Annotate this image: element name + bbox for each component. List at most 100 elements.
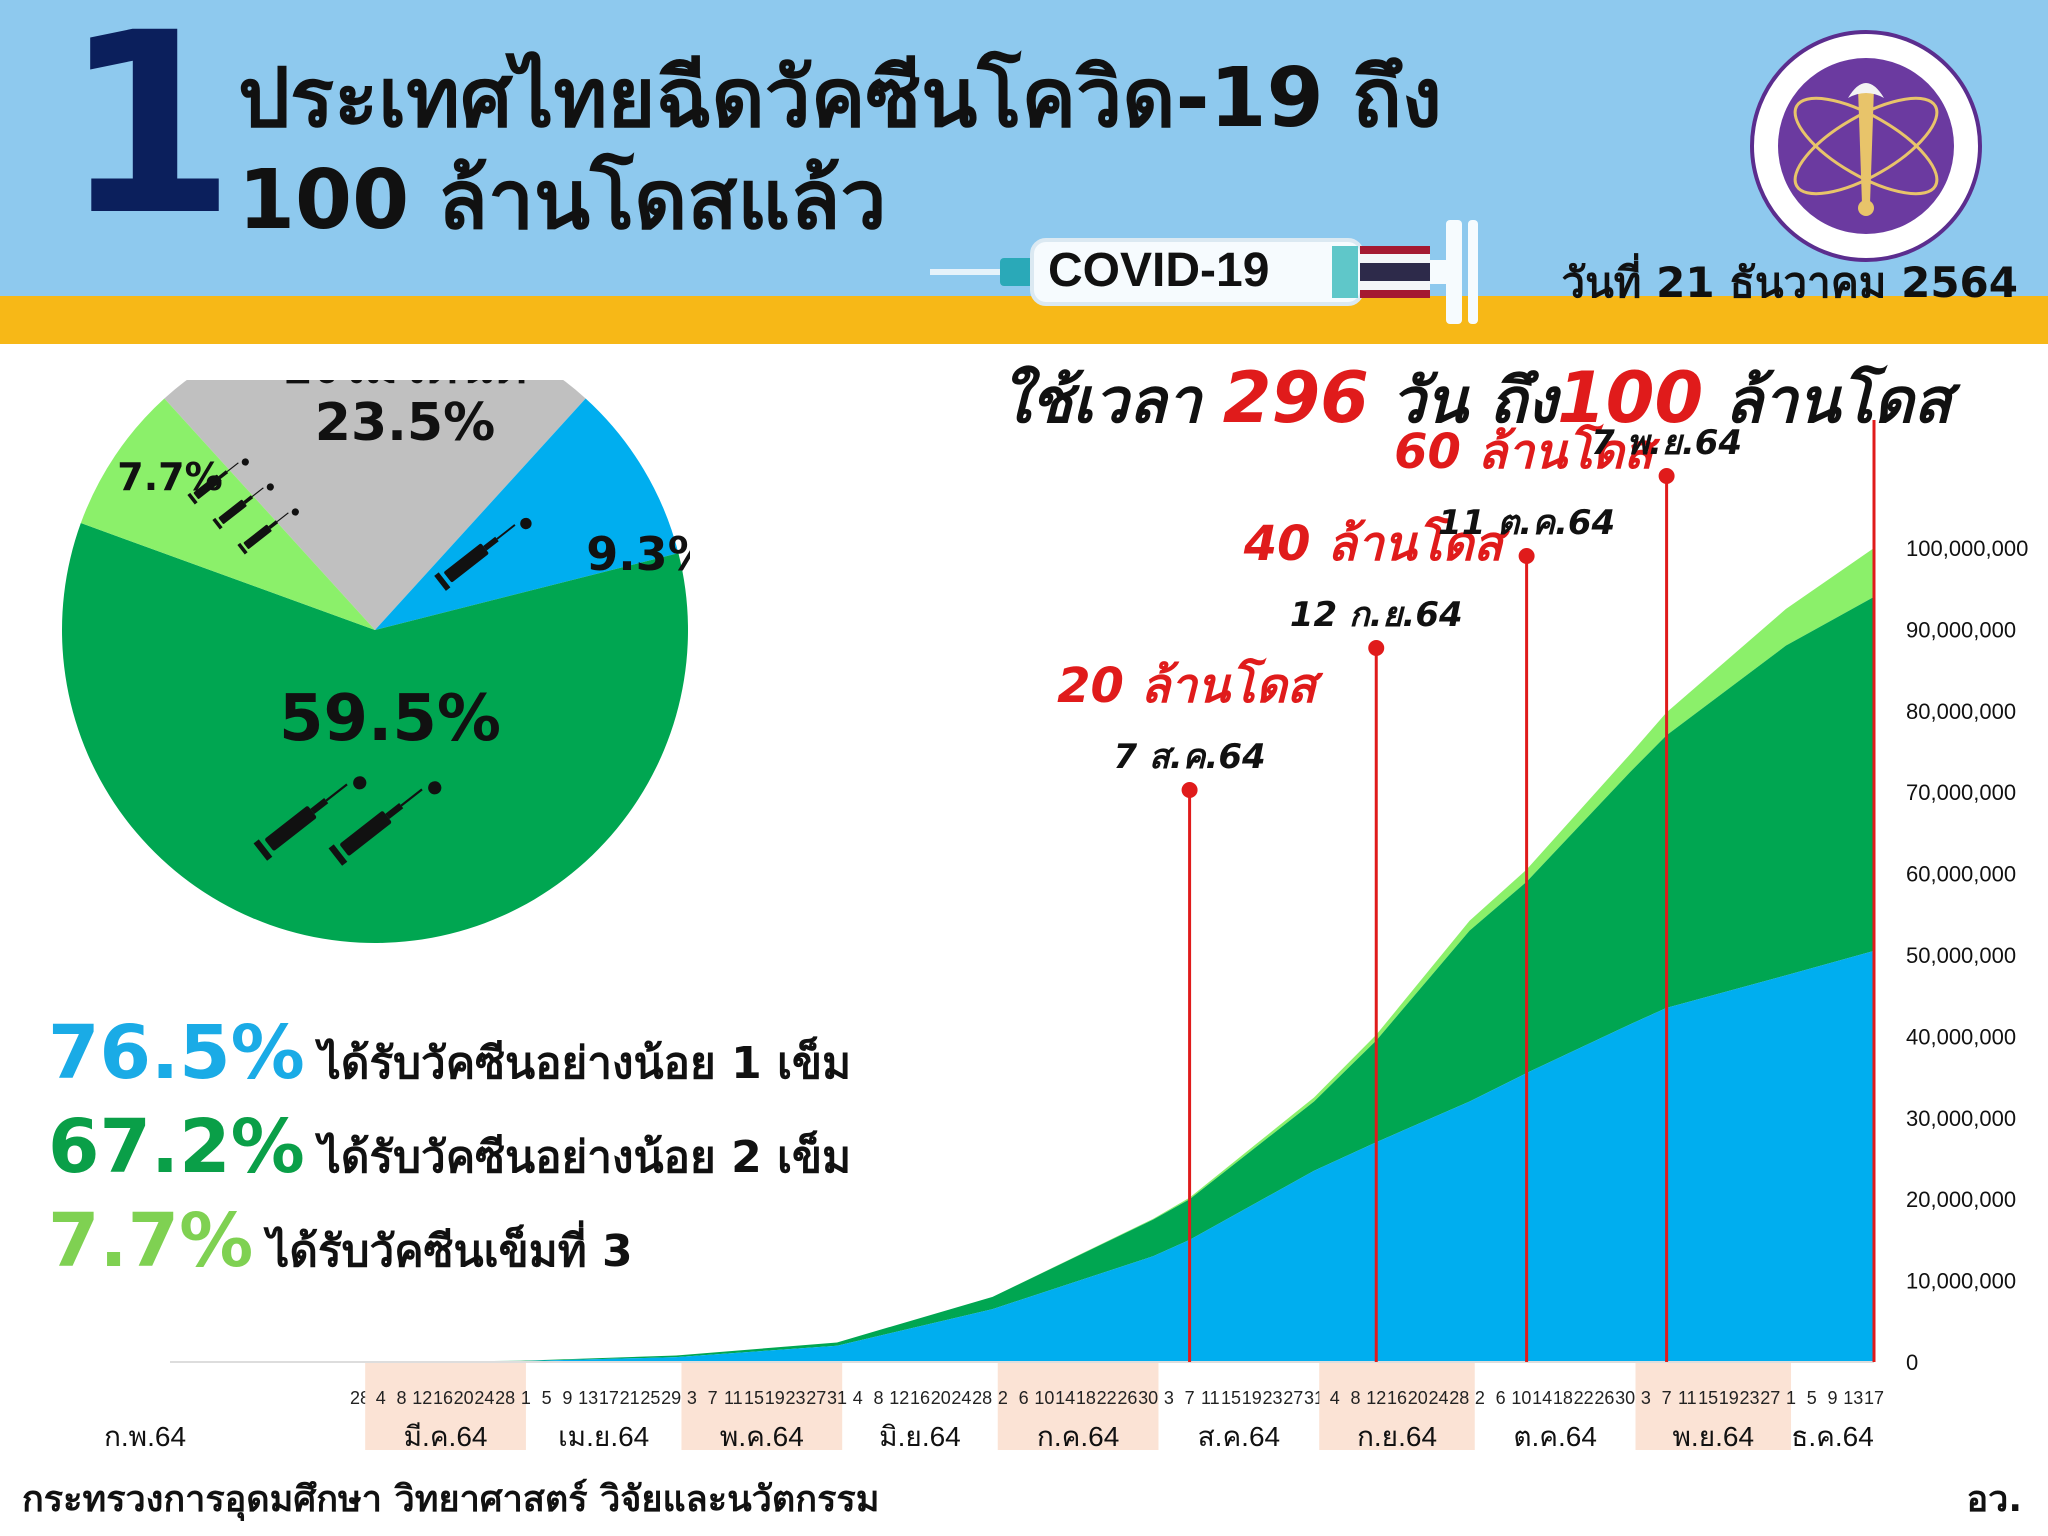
month-band: [681, 1362, 843, 1450]
day-tick-label: 10: [1511, 1388, 1531, 1408]
day-tick-label: 21: [620, 1388, 640, 1408]
month-band: [365, 1362, 526, 1450]
day-tick-label: 22: [1097, 1388, 1117, 1408]
day-tick-label: 13: [578, 1388, 598, 1408]
month-label: ก.ย.64: [1357, 1421, 1437, 1450]
day-tick-label: 15: [744, 1388, 764, 1408]
y-tick-label: 70,000,000: [1906, 780, 2016, 805]
day-tick-label: 8: [1350, 1388, 1360, 1408]
syringe-icon: [328, 781, 442, 866]
milestone-date: 11 ต.ค.64: [1438, 503, 1615, 543]
y-tick-label: 50,000,000: [1906, 943, 2016, 968]
month-label: ก.พ.64: [104, 1421, 186, 1450]
header-accent-band: [0, 296, 2048, 344]
day-tick-label: 7: [708, 1388, 718, 1408]
syringe-label: COVID-19: [1048, 244, 1269, 297]
day-tick-label: 19: [1719, 1388, 1739, 1408]
legend-dose-1: 76.5% ได้รับวัคซีนอย่างน้อย 1 เข็ม: [48, 1010, 851, 1098]
month-label: พ.ค.64: [720, 1421, 804, 1450]
legend-dose-1-pct: 76.5%: [48, 1010, 305, 1096]
day-tick-label: 28: [1449, 1388, 1469, 1408]
month-band: [997, 1362, 1159, 1450]
milestone-date: 7 พ.ย.64: [1591, 423, 1742, 463]
day-tick-label: 11: [1678, 1388, 1697, 1408]
day-tick-label: 29: [661, 1388, 681, 1408]
pie-slice-label: ยังไม่ได้ฉีด: [282, 380, 527, 395]
month-label: เม.ย.64: [558, 1421, 649, 1450]
day-tick-label: 23: [1263, 1388, 1283, 1408]
day-tick-label: 4: [1330, 1388, 1340, 1408]
day-tick-label: 30: [1615, 1388, 1635, 1408]
legend-dose-2-text: ได้รับวัคซีนอย่างน้อย 2 เข็ม: [318, 1132, 852, 1183]
month-label: ส.ค.64: [1198, 1421, 1281, 1450]
day-tick-label: 20: [454, 1388, 474, 1408]
y-tick-label: 60,000,000: [1906, 862, 2016, 887]
area-series: [360, 596, 1874, 1362]
day-tick-label: 17: [1864, 1388, 1884, 1408]
y-tick-label: 40,000,000: [1906, 1024, 2016, 1049]
day-tick-label: 9: [1828, 1388, 1838, 1408]
thai-flag-icon: [1360, 246, 1430, 298]
day-tick-label: 20: [931, 1388, 951, 1408]
day-tick-label: 6: [1019, 1388, 1029, 1408]
month-label: มิ.ย.64: [879, 1421, 961, 1450]
day-tick-label: 7: [1185, 1388, 1195, 1408]
syringe-icon: [187, 458, 249, 505]
legend-dose-1-text: ได้รับวัคซีนอย่างน้อย 1 เข็ม: [318, 1038, 852, 1089]
y-tick-label: 0: [1906, 1350, 1918, 1375]
milestone-label: 60 ล้านโดส: [1394, 423, 1661, 480]
day-tick-label: 30: [1138, 1388, 1158, 1408]
pie-slice: [61, 523, 688, 944]
milestone-dot: [1368, 640, 1385, 656]
month-band: [1635, 1362, 1792, 1450]
day-tick-label: 8: [396, 1388, 406, 1408]
month-label: พ.ย.64: [1672, 1421, 1754, 1450]
headline-part-3: ล้านโดส: [1703, 364, 1952, 437]
footer-credit: อว.: [1966, 1479, 2022, 1520]
month-band: [1319, 1362, 1475, 1450]
day-tick-label: 9: [562, 1388, 572, 1408]
day-tick-label: 13: [1843, 1388, 1863, 1408]
syringe-icon: [434, 517, 532, 591]
day-tick-label: 15: [1221, 1388, 1241, 1408]
milestone-label: 40 ล้านโดส: [1243, 515, 1511, 572]
syringe-icon: [212, 483, 274, 530]
pie-slice-pct: 9.3%: [586, 527, 690, 581]
syringe-icon: [253, 776, 367, 861]
day-tick-label: 18: [1076, 1388, 1096, 1408]
milestone-date: 7 ส.ค.64: [1114, 737, 1266, 777]
day-tick-label: 1: [521, 1388, 531, 1408]
vaccination-pie-chart: ยังไม่ได้ฉีด23.5%9.3%59.5%7.7%: [61, 380, 690, 944]
ministry-logo-icon: [1750, 30, 1982, 262]
header-banner: [0, 0, 2048, 296]
area-series: [360, 950, 1874, 1362]
day-tick-label: 1: [1786, 1388, 1796, 1408]
day-tick-label: 26: [1594, 1388, 1614, 1408]
legend-dose-2: 67.2% ได้รับวัคซีนอย่างน้อย 2 เข็ม: [48, 1104, 851, 1192]
headline-target: 100: [1557, 357, 1704, 439]
day-tick-label: 12: [889, 1388, 909, 1408]
day-tick-label: 5: [1807, 1388, 1817, 1408]
day-tick-label: 16: [433, 1388, 453, 1408]
y-tick-label: 80,000,000: [1906, 699, 2016, 724]
month-label: ธ.ค.64: [1791, 1421, 1874, 1450]
day-tick-label: 8: [873, 1388, 883, 1408]
day-tick-label: 24: [474, 1388, 494, 1408]
day-tick-label: 28: [495, 1388, 515, 1408]
day-tick-label: 31: [1304, 1388, 1324, 1408]
y-tick-label: 90,000,000: [1906, 617, 2016, 642]
day-tick-label: 23: [786, 1388, 806, 1408]
day-tick-label: 15: [1698, 1388, 1718, 1408]
report-date: วันที่ 21 ธันวาคม 2564: [1561, 258, 2018, 307]
day-tick-label: 28: [350, 1388, 370, 1408]
headline: ใช้เวลา 296 วัน ถึง100 ล้านโดส: [1000, 352, 1951, 450]
milestone-dot: [1658, 468, 1675, 484]
milestone-label: 20 ล้านโดส: [1057, 657, 1324, 714]
day-tick-label: 3: [687, 1388, 697, 1408]
day-tick-label: 4: [376, 1388, 386, 1408]
day-tick-label: 19: [1242, 1388, 1262, 1408]
month-label: ต.ค.64: [1513, 1421, 1597, 1450]
day-tick-label: 22: [1574, 1388, 1594, 1408]
day-tick-label: 2: [998, 1388, 1008, 1408]
y-tick-label: 30,000,000: [1906, 1106, 2016, 1131]
